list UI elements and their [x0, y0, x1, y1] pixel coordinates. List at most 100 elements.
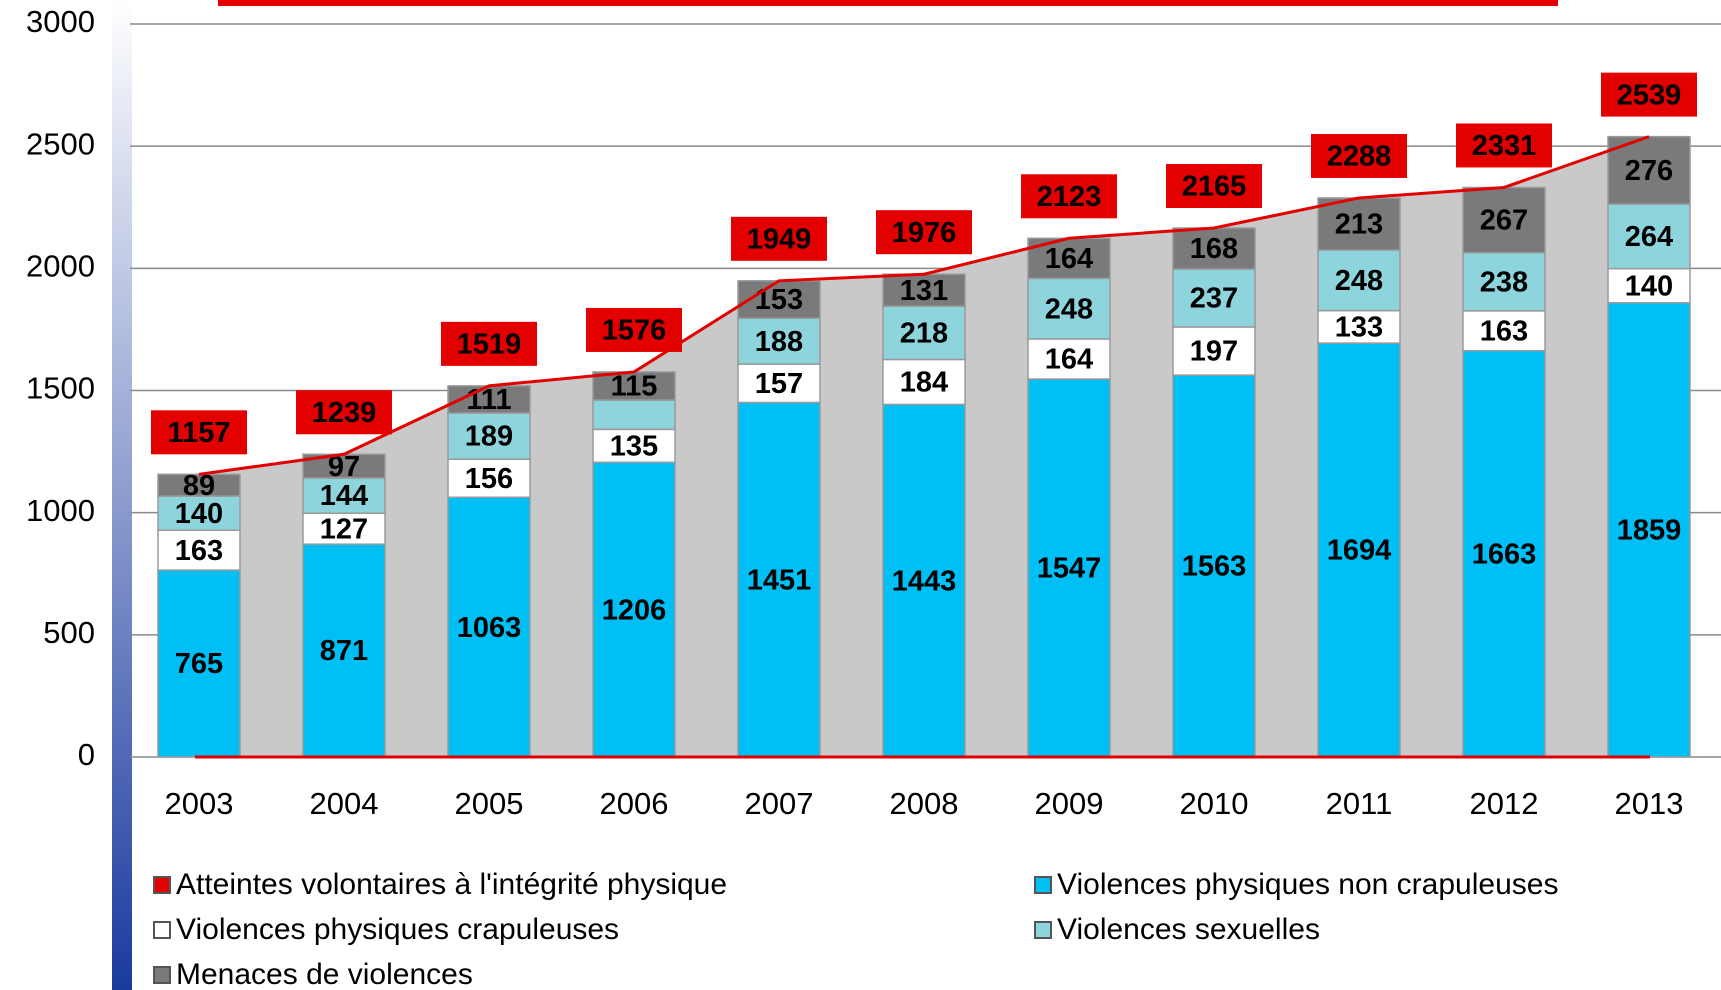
value-label: 765: [175, 648, 223, 680]
total-label: 2331: [1472, 130, 1537, 162]
x-tick-label: 2010: [1180, 786, 1249, 821]
value-label: 163: [175, 535, 223, 567]
value-label: 127: [320, 513, 368, 545]
value-label: 1694: [1327, 535, 1392, 567]
total-label: 1239: [312, 397, 377, 429]
value-label: 871: [320, 635, 368, 667]
x-tick-label: 2003: [165, 786, 234, 821]
legend-label: Violences sexuelles: [1057, 913, 1320, 946]
y-tick-label: 1500: [26, 371, 95, 406]
value-label: 267: [1480, 205, 1528, 237]
value-label: 189: [465, 421, 513, 453]
x-tick-label: 2007: [745, 786, 814, 821]
bar-segment: [1607, 302, 1691, 758]
bar-segment: [1462, 186, 1546, 254]
total-label-box: [441, 321, 537, 366]
value-label: 133: [1335, 312, 1383, 344]
y-tick-label: 2000: [26, 249, 95, 284]
bar-segment: [1027, 338, 1111, 380]
value-label: 238: [1480, 266, 1528, 298]
total-label-box: [1456, 123, 1552, 168]
bar-segment: [302, 477, 386, 514]
value-label: 140: [1625, 270, 1673, 302]
value-label: 237: [1190, 283, 1238, 315]
value-label: 1663: [1472, 538, 1537, 570]
bar-segment: [1027, 378, 1111, 758]
value-label: 111: [466, 384, 511, 416]
bar-segment: [1027, 277, 1111, 340]
value-label: 164: [1045, 243, 1093, 275]
total-label-box: [731, 216, 827, 261]
y-tick-label: 0: [78, 737, 95, 772]
legend-swatch: [153, 921, 171, 939]
total-label-box: [151, 410, 247, 455]
value-label: 184: [900, 367, 948, 399]
value-label: 168: [1190, 233, 1238, 265]
total-label-box: [1166, 164, 1262, 209]
bar-segment: [1607, 135, 1691, 205]
bar-segment: [737, 363, 821, 404]
y-tick-label: 1000: [26, 493, 95, 528]
bar-segment: [1462, 349, 1546, 758]
total-label: 1576: [602, 315, 667, 347]
bar-segment: [447, 458, 531, 499]
legend-swatch: [153, 966, 171, 984]
bar-segment: [737, 317, 821, 365]
value-label: 248: [1335, 265, 1383, 297]
value-label: 135: [610, 430, 658, 462]
value-label: 1563: [1182, 551, 1247, 583]
y-tick-label: 500: [43, 615, 95, 650]
x-tick-label: 2008: [890, 786, 959, 821]
total-label: 1949: [747, 223, 812, 255]
bar-segment: [1317, 249, 1401, 312]
total-label-box: [296, 390, 392, 435]
bar-segment: [882, 305, 966, 361]
total-label-box: [1601, 72, 1697, 117]
bar-segment: [1172, 268, 1256, 328]
legend-label: Violences physiques non crapuleuses: [1057, 868, 1558, 901]
total-label-box: [1311, 133, 1407, 178]
x-tick-label: 2005: [455, 786, 524, 821]
value-label: 164: [1045, 344, 1093, 376]
side-strip: [112, 0, 132, 990]
legend-swatch: [1034, 876, 1052, 894]
value-label: 157: [755, 368, 803, 400]
value-label: 153: [755, 284, 803, 316]
bar-segment: [882, 273, 966, 307]
total-label: 1519: [457, 329, 522, 361]
value-label: 1451: [747, 564, 812, 596]
legend-label: Menaces de violences: [176, 958, 473, 990]
legend-swatch: [1034, 921, 1052, 939]
total-label: 2288: [1327, 141, 1392, 173]
bar-segment: [447, 496, 531, 758]
value-label: 1443: [892, 565, 957, 597]
total-line: [198, 135, 1650, 476]
value-label: 163: [1480, 315, 1528, 347]
bar-segment: [1172, 374, 1256, 758]
bar-segment: [302, 543, 386, 758]
value-label: 276: [1625, 155, 1673, 187]
total-label-box: [586, 307, 682, 352]
legend-label: Atteintes volontaires à l'intégrité phys…: [176, 868, 727, 901]
bar-segment: [882, 358, 966, 406]
total-label: 1976: [892, 217, 957, 249]
value-label: 1206: [602, 594, 667, 626]
x-tick-label: 2004: [310, 786, 379, 821]
x-tick-label: 2006: [600, 786, 669, 821]
x-tick-label: 2011: [1326, 786, 1393, 821]
value-label: 156: [465, 463, 513, 495]
title-banner: [218, 0, 1558, 6]
value-label: 1547: [1037, 553, 1102, 585]
total-label: 2123: [1037, 181, 1102, 213]
y-tick-label: 3000: [26, 4, 95, 39]
value-label: 144: [320, 480, 368, 512]
legend-swatch: [153, 876, 171, 894]
total-label: 2539: [1617, 79, 1682, 111]
value-label: 264: [1625, 221, 1673, 253]
total-label-box: [1021, 174, 1117, 219]
bar-segment: [592, 371, 676, 401]
value-label: 89: [183, 470, 215, 502]
value-label: 248: [1045, 293, 1093, 325]
value-label: 115: [611, 371, 658, 403]
